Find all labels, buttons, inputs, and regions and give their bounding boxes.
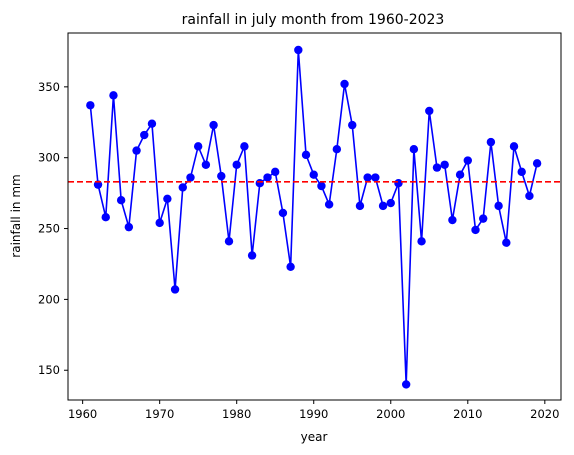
data-point-1996	[355, 201, 365, 211]
data-point-1983	[255, 179, 265, 188]
plot-area	[68, 45, 561, 389]
data-point-2012	[479, 214, 488, 223]
data-point-1967	[132, 146, 141, 155]
data-point-1998	[371, 173, 380, 182]
data-point-2018	[525, 191, 534, 201]
y-tick-label: 200	[38, 292, 60, 306]
data-point-1961	[86, 101, 95, 110]
data-point-1995	[348, 120, 357, 130]
data-point-2003	[409, 144, 419, 154]
data-point-1994	[340, 79, 349, 89]
data-point-1991	[317, 181, 326, 191]
data-point-1976	[201, 160, 211, 169]
data-point-1986	[278, 208, 288, 218]
data-point-2000	[386, 198, 395, 208]
data-point-2005	[425, 106, 434, 116]
data-point-1972	[170, 285, 180, 294]
data-point-2015	[502, 238, 511, 247]
data-point-1968	[140, 130, 149, 140]
data-point-2004	[417, 237, 426, 246]
data-point-1965	[116, 196, 126, 205]
x-tick-label: 2010	[453, 407, 482, 421]
data-point-2019	[532, 159, 542, 168]
data-point-2007	[440, 160, 449, 169]
data-point-1990	[309, 170, 318, 179]
data-point-1997	[363, 173, 372, 182]
y-axis-ticks: 150 200 250 300 350	[38, 80, 68, 377]
data-point-2014	[494, 201, 503, 211]
data-point-1979	[224, 237, 234, 246]
data-point-1984	[263, 173, 272, 182]
data-point-1987	[286, 262, 295, 271]
data-point-1993	[332, 144, 342, 154]
data-point-1977	[209, 120, 218, 130]
x-tick-label: 2000	[376, 407, 405, 421]
data-point-2016	[509, 142, 519, 151]
data-point-1970	[155, 218, 164, 228]
data-point-1963	[101, 213, 110, 222]
data-point-2001	[394, 179, 403, 188]
data-point-1975	[193, 142, 203, 151]
data-point-1978	[217, 171, 226, 181]
data-point-1964	[109, 91, 118, 100]
plot-frame	[67, 32, 562, 401]
y-tick-label: 350	[38, 80, 60, 94]
data-point-1981	[240, 142, 249, 151]
data-point-2017	[517, 167, 526, 177]
x-tick-label: 1980	[222, 407, 251, 421]
x-axis-label: year	[301, 430, 328, 444]
data-point-1988	[294, 45, 303, 55]
data-point-2006	[432, 163, 442, 172]
data-point-2009	[455, 170, 465, 179]
x-axis-ticks: 1960 1970 1980 1990 2000 2010 2020	[68, 400, 559, 421]
data-point-1999	[378, 201, 388, 211]
x-tick-label: 1960	[68, 407, 97, 421]
y-tick-label: 300	[38, 151, 60, 165]
x-tick-label: 1970	[145, 407, 174, 421]
x-tick-label: 2020	[530, 407, 559, 421]
data-point-1973	[178, 183, 187, 192]
data-point-1985	[271, 167, 280, 177]
y-tick-label: 150	[38, 363, 60, 377]
data-point-1989	[301, 150, 311, 160]
y-tick-label: 250	[38, 222, 60, 236]
y-axis-label: rainfall in mm	[9, 174, 23, 257]
data-point-1982	[247, 251, 257, 260]
data-point-1974	[186, 173, 195, 182]
data-point-2002	[401, 380, 411, 389]
data-point-2008	[448, 215, 457, 225]
data-point-2013	[486, 137, 496, 147]
data-point-2011	[471, 225, 480, 235]
data-point-1992	[324, 200, 334, 209]
chart-title: rainfall in july month from 1960-2023	[182, 12, 445, 28]
data-point-1969	[147, 119, 157, 128]
data-point-1980	[232, 160, 241, 169]
data-point-1971	[163, 194, 172, 203]
x-tick-label: 1990	[299, 407, 328, 421]
data-point-1966	[124, 222, 134, 232]
data-point-2010	[463, 156, 472, 165]
